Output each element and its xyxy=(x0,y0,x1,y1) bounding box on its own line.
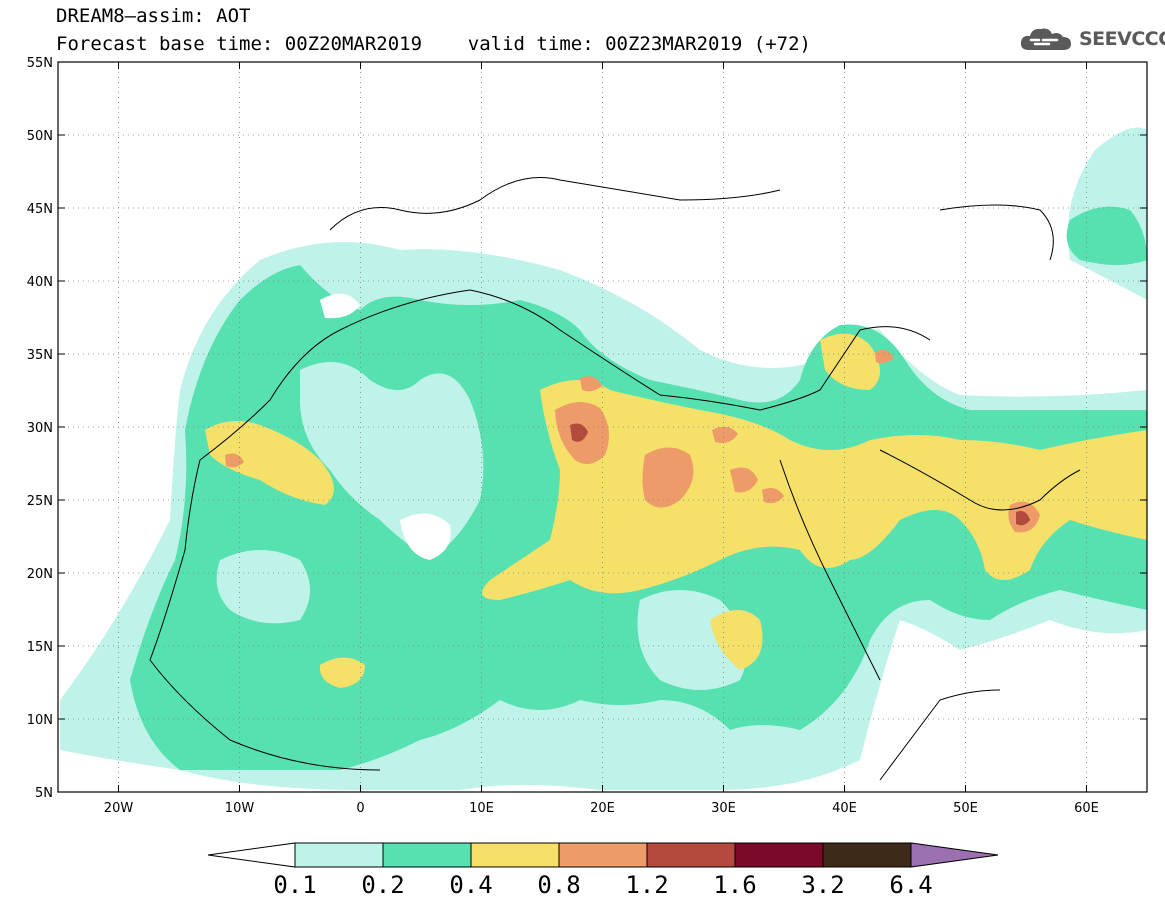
cloud-icon xyxy=(1020,28,1071,50)
colorbar-level-label: 0.1 xyxy=(273,871,316,899)
lon-label: 20E xyxy=(590,801,615,816)
lat-label: 35N xyxy=(27,348,53,363)
lat-label: 10N xyxy=(27,713,53,728)
lat-label: 25N xyxy=(27,494,53,509)
lon-label: 60E xyxy=(1074,801,1099,816)
colorbar: 0.1 0.2 0.4 0.8 1.2 1.6 3.2 6.4 xyxy=(207,842,999,899)
lon-label: 50E xyxy=(953,801,978,816)
lat-label: 30N xyxy=(27,421,53,436)
borders xyxy=(149,177,1081,781)
colorbar-swatch xyxy=(822,842,912,868)
colorbar-level-label: 1.6 xyxy=(713,871,756,899)
map-title: DREAM8–assim: AOT xyxy=(56,5,251,27)
graticule xyxy=(58,62,1147,792)
lon-label: 10W xyxy=(225,801,255,816)
lat-label: 40N xyxy=(27,275,53,290)
lon-label: 20W xyxy=(104,801,134,816)
lat-label: 5N xyxy=(35,786,53,801)
colorbar-swatch xyxy=(294,842,384,868)
colorbar-swatch xyxy=(646,842,736,868)
lat-label: 55N xyxy=(27,56,53,71)
lon-label: 40E xyxy=(832,801,857,816)
latitude-axis: 55N 50N 45N 40N 35N 30N 25N 20N 15N 10N 5N xyxy=(27,56,1147,801)
colorbar-swatch xyxy=(470,842,560,868)
lon-label: 10E xyxy=(469,801,494,816)
seevccc-logo: SEEVCCC xyxy=(1019,26,1165,52)
colorbar-over-arrow xyxy=(910,842,999,868)
lat-label: 15N xyxy=(27,640,53,655)
lon-label: 0 xyxy=(356,801,364,816)
colorbar-level-label: 0.2 xyxy=(361,871,404,899)
colorbar-level-label: 0.8 xyxy=(537,871,580,899)
colorbar-swatch xyxy=(558,842,648,868)
forecast-times: Forecast base time: 00Z20MAR2019 valid t… xyxy=(56,33,811,55)
lon-label: 30E xyxy=(711,801,736,816)
longitude-axis: 20W 10W 0 10E 20E 30E 40E 50E 60E xyxy=(104,62,1099,816)
colorbar-swatch xyxy=(734,842,824,868)
lat-label: 50N xyxy=(27,129,53,144)
colorbar-level-label: 3.2 xyxy=(801,871,844,899)
aot-field xyxy=(60,127,1147,790)
colorbar-level-label: 0.4 xyxy=(449,871,492,899)
colorbar-swatch xyxy=(382,842,472,868)
lat-label: 20N xyxy=(27,567,53,582)
colorbar-level-label: 1.2 xyxy=(625,871,668,899)
lat-label: 45N xyxy=(27,202,53,217)
logo-text: SEEVCCC xyxy=(1079,28,1165,50)
colorbar-level-label: 6.4 xyxy=(889,871,932,899)
colorbar-under-arrow xyxy=(207,842,296,868)
